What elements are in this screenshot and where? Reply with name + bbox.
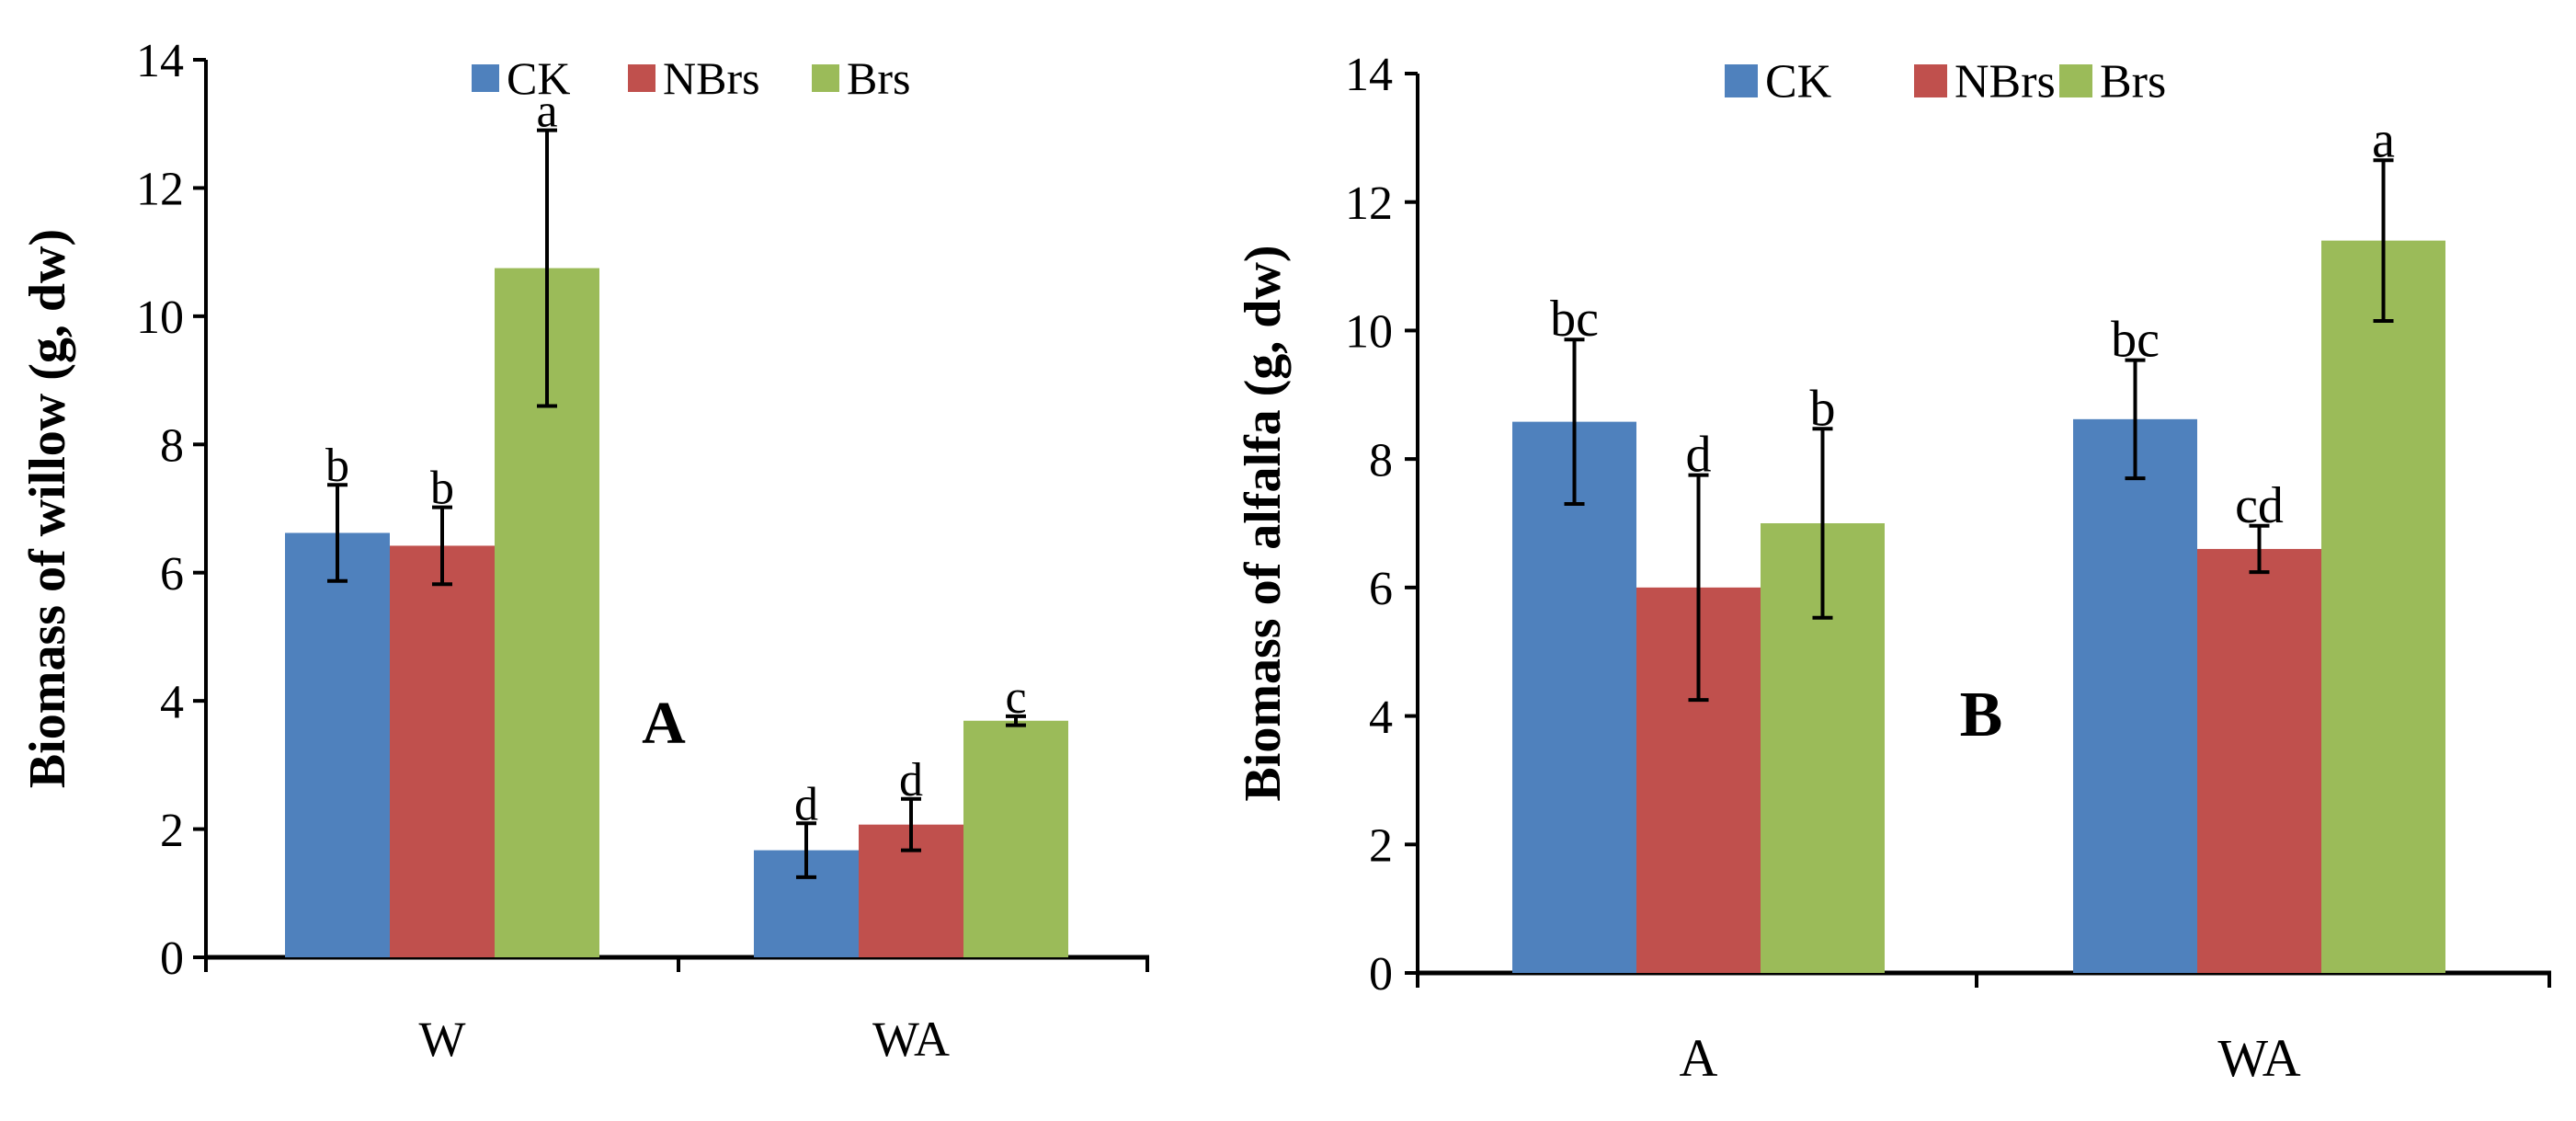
- y-tick-label: 14: [136, 35, 184, 87]
- significance-letter: cd: [2235, 477, 2284, 534]
- legend-swatch-ck: [1725, 64, 1758, 97]
- panel-label: A: [642, 690, 686, 757]
- y-tick-label: 6: [1369, 563, 1393, 615]
- y-tick-label: 12: [136, 164, 184, 216]
- legend-label-ck: CK: [507, 52, 570, 104]
- y-tick-label: 12: [1345, 177, 1393, 230]
- legend: CK NBrs Brs: [1725, 56, 2166, 109]
- significance-letter: b: [325, 440, 349, 492]
- bar-ck-w: [285, 532, 390, 957]
- legend-swatch-nbrs: [1914, 64, 1947, 97]
- bar-ck-wa: [2073, 418, 2197, 973]
- y-tick-label: 10: [136, 292, 184, 344]
- significance-letter: d: [1686, 427, 1712, 484]
- bar-brs-wa: [2321, 240, 2445, 974]
- significance-letter: b: [1810, 380, 1836, 437]
- y-tick-label: 10: [1345, 306, 1393, 359]
- legend-swatch-ck: [472, 64, 499, 92]
- x-category-label: W: [419, 1012, 466, 1067]
- y-tick-label: 2: [1369, 819, 1393, 872]
- significance-letter: a: [536, 86, 557, 138]
- y-tick-label: 14: [1345, 49, 1393, 101]
- legend-label-nbrs: NBrs: [1955, 56, 2056, 109]
- y-tick-label: 2: [160, 805, 184, 857]
- y-tick-label: 8: [160, 419, 184, 472]
- legend-label-brs: Brs: [2100, 56, 2166, 109]
- chart-panel-b: 0 2 4 6 8 10 12 14 bc d b Abc cd a WA Biomass of alfalf…: [1235, 49, 2551, 1088]
- legend: CK NBrs Brs: [472, 52, 910, 104]
- legend-swatch-brs: [2059, 64, 2092, 97]
- y-tick-label: 0: [1369, 948, 1393, 1001]
- significance-letter: bc: [2111, 312, 2160, 369]
- significance-letter: a: [2372, 111, 2395, 168]
- bar-nbrs-wa: [2197, 548, 2321, 973]
- x-category-label: WA: [872, 1012, 950, 1067]
- panel-label: B: [1960, 680, 2003, 750]
- bar-ck-a: [1512, 421, 1636, 973]
- significance-letter: d: [899, 754, 923, 806]
- y-axis-title: Biomass of willow (g, dw): [19, 229, 76, 788]
- y-tick-label: 4: [1369, 692, 1393, 744]
- significance-letter: bc: [1550, 291, 1599, 348]
- significance-letter: b: [430, 463, 454, 515]
- legend-swatch-brs: [812, 64, 839, 92]
- significance-letter: c: [1005, 671, 1026, 724]
- bar-nbrs-w: [390, 545, 495, 957]
- x-category-label: WA: [2217, 1028, 2300, 1088]
- y-tick-label: 6: [160, 548, 184, 601]
- y-tick-label: 8: [1369, 434, 1393, 486]
- chart-panel-a: 0 2 4 6 8 10 12 14 b b a Wd d c WA Biomass of willow (g…: [19, 35, 1149, 1067]
- legend-swatch-nbrs: [628, 64, 655, 92]
- y-axis-title: Biomass of alfalfa (g, dw): [1235, 245, 1292, 801]
- significance-letter: d: [794, 778, 818, 830]
- y-tick-label: 0: [160, 932, 184, 985]
- y-tick-label: 4: [160, 676, 184, 728]
- legend-label-brs: Brs: [847, 52, 910, 104]
- legend-label-ck: CK: [1765, 56, 1832, 109]
- legend-label-nbrs: NBrs: [663, 52, 760, 104]
- x-category-label: A: [1680, 1028, 1718, 1088]
- bar-brs-wa: [963, 720, 1068, 957]
